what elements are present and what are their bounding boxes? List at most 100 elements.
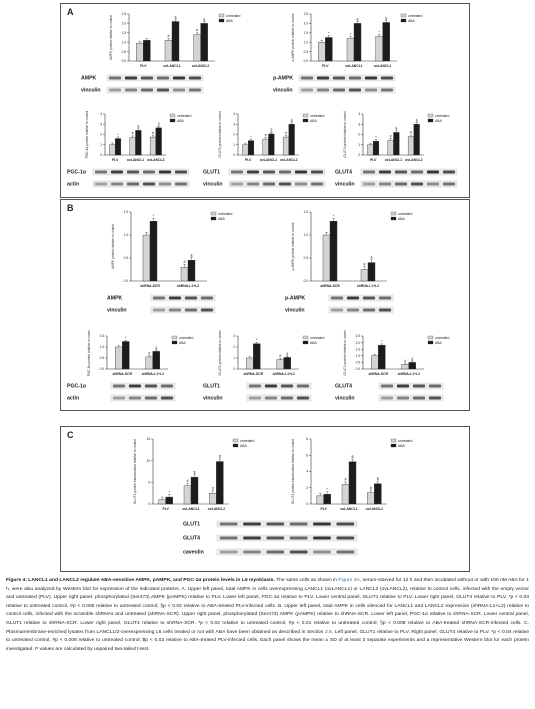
blots-b1: AMPK vinculin bbox=[107, 294, 216, 314]
significance-mark: § bbox=[357, 17, 359, 21]
blot-band bbox=[313, 522, 331, 526]
blot-band bbox=[200, 296, 214, 300]
blot-band bbox=[336, 522, 355, 526]
blot-band bbox=[110, 182, 124, 186]
blot-band bbox=[300, 88, 314, 92]
blot-band bbox=[316, 76, 330, 80]
caption-section-link[interactable]: 2.8 bbox=[324, 629, 332, 635]
panel-c-label: C bbox=[67, 430, 74, 440]
bar-aba bbox=[323, 494, 331, 505]
y-axis-label: p-AMPK protein relative to control bbox=[291, 222, 295, 270]
y-tick-label: 0.5 bbox=[100, 356, 105, 360]
blot-band bbox=[243, 522, 261, 526]
x-tick-label: ovLANCL2 bbox=[374, 64, 391, 68]
caption-text-2: , serum-starved for 12 h and then incuba… bbox=[6, 578, 529, 635]
blot-band bbox=[442, 170, 456, 174]
y-tick-label: 0 bbox=[233, 153, 235, 157]
blot-label: vinculin bbox=[285, 308, 305, 314]
bar-aba bbox=[393, 132, 400, 156]
blots-b2: p-AMPK vinculin bbox=[285, 294, 394, 314]
legend-label-untreated: untreated bbox=[435, 336, 449, 340]
blot-strip bbox=[298, 74, 396, 82]
y-tick-label: 0.5 bbox=[122, 50, 127, 54]
significance-mark: # bbox=[196, 29, 198, 33]
x-tick-label: PLV bbox=[140, 64, 147, 68]
blot-band bbox=[378, 308, 392, 312]
blot-band bbox=[144, 384, 158, 388]
caption-heading: Figure 4: LANCL1 and LANCL2 regulate ABA… bbox=[6, 578, 275, 583]
legend-label-aba: ABA bbox=[179, 341, 187, 345]
bar-untreated bbox=[387, 139, 394, 156]
blot-strip bbox=[106, 86, 204, 94]
blot-label: p-AMPK bbox=[285, 296, 305, 302]
blot-band bbox=[108, 76, 122, 80]
blot-band bbox=[289, 536, 308, 540]
chart-c1: GLUT1 protein translocation relative to … bbox=[133, 437, 254, 511]
blot-label: GLUT1 bbox=[203, 384, 220, 390]
blot-strip bbox=[328, 294, 394, 302]
y-tick-label: 1.5 bbox=[122, 31, 127, 35]
blot-label: vinculin bbox=[335, 396, 355, 402]
y-tick-label: 4 bbox=[100, 112, 102, 116]
y-tick-label: 0.5 bbox=[304, 50, 309, 54]
significance-mark: # bbox=[184, 260, 186, 264]
blot-strip bbox=[110, 394, 176, 402]
legend-label-untreated: untreated bbox=[310, 114, 324, 118]
blot-band bbox=[219, 536, 238, 540]
y-tick-label: 4 bbox=[358, 112, 360, 116]
bar-aba bbox=[135, 130, 142, 156]
blot-band bbox=[310, 170, 324, 174]
legend-swatch-aba bbox=[210, 216, 217, 221]
legend-label-aba: ABA bbox=[398, 217, 406, 221]
y-tick-label: 1.0 bbox=[304, 233, 309, 237]
x-tick-label: ovLANCL1 bbox=[340, 507, 357, 511]
caption-figure-link[interactable]: Figure 3A bbox=[338, 578, 360, 583]
blot-band bbox=[156, 76, 170, 80]
bar-untreated bbox=[180, 267, 189, 282]
significance-mark: # bbox=[370, 486, 372, 490]
x-tick-label: PLV bbox=[322, 64, 329, 68]
blot-band bbox=[280, 384, 294, 388]
bar-untreated bbox=[367, 492, 375, 505]
blot-band bbox=[378, 170, 392, 174]
legend-swatch-aba bbox=[232, 443, 239, 448]
bar-aba bbox=[374, 483, 382, 505]
y-tick-label: 1.0 bbox=[356, 354, 361, 358]
blot-band bbox=[346, 308, 360, 312]
bar-aba bbox=[216, 461, 224, 505]
legend-swatch-untreated bbox=[171, 335, 178, 340]
panel-c: C GLUT1 protein translocation relative t… bbox=[60, 426, 470, 572]
bar-aba bbox=[187, 260, 196, 282]
blot-band bbox=[219, 522, 238, 526]
x-tick-label: ovLANCL1 bbox=[127, 158, 144, 162]
blot-band bbox=[128, 396, 142, 400]
legend-label-untreated: untreated bbox=[398, 439, 412, 443]
chart-b2: p-AMPK protein relative to control 0.0 0.5… bbox=[291, 210, 412, 288]
significance-mark: § bbox=[137, 125, 139, 129]
blot-band bbox=[160, 384, 174, 388]
x-tick-label: ovLANCL1 bbox=[182, 507, 199, 511]
blot-band bbox=[160, 396, 174, 400]
legend-label-aba: ABA bbox=[435, 341, 443, 345]
y-tick-label: 1.5 bbox=[100, 334, 105, 338]
significance-mark: § bbox=[203, 17, 205, 21]
x-tick-label: shRNA-L1+L2 bbox=[273, 372, 295, 376]
bar-aba bbox=[353, 23, 362, 62]
blot-band bbox=[296, 396, 310, 400]
panel-b-label: B bbox=[67, 203, 74, 213]
y-tick-label: 0 bbox=[358, 153, 360, 157]
x-tick-label: ovLANCL2 bbox=[208, 507, 225, 511]
y-tick-label: 1.0 bbox=[122, 40, 127, 44]
blot-band bbox=[410, 182, 424, 186]
legend-swatch-aba bbox=[390, 216, 397, 221]
blot-band bbox=[380, 76, 394, 80]
chart-a4: GLUT1 protein relative to control 0 1 2 3 4 * P… bbox=[218, 111, 324, 162]
y-tick-label: 3 bbox=[233, 334, 235, 338]
bar-untreated bbox=[209, 492, 217, 505]
significance-mark: § bbox=[411, 357, 413, 361]
bar-untreated bbox=[246, 357, 254, 370]
x-tick-label: shRNA-SCR bbox=[140, 284, 160, 288]
blot-band bbox=[110, 170, 124, 174]
bar-untreated bbox=[375, 36, 383, 62]
blot-band bbox=[262, 182, 276, 186]
